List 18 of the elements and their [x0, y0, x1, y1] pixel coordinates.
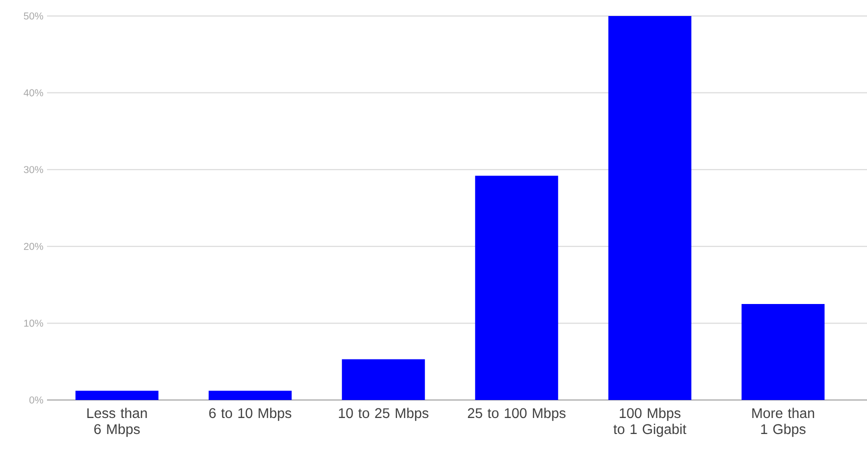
- y-tick-label: 40%: [24, 89, 44, 96]
- bar: [342, 359, 425, 400]
- bar: [475, 176, 558, 400]
- bar: [75, 390, 158, 400]
- x-tick-label: Less than 6 Mbps: [87, 408, 147, 437]
- x-tick-label: More than 1 Gbps: [752, 408, 814, 437]
- y-tick-label: 20%: [24, 242, 44, 250]
- x-tick-label: 25 to 100 Mbps: [468, 408, 566, 421]
- x-tick-label: 10 to 25 Mbps: [338, 408, 428, 421]
- bar: [742, 304, 825, 400]
- y-tick-label: 30%: [24, 166, 44, 174]
- y-tick-label: 10%: [24, 320, 44, 327]
- x-tick-label: 6 to 10 Mbps: [209, 408, 292, 421]
- y-tick-label: 50%: [24, 12, 44, 20]
- y-tick-label: 0%: [29, 396, 44, 404]
- x-tick-label: 100 Mbps to 1 Gigabit: [613, 408, 686, 437]
- bar: [208, 390, 292, 400]
- bar: [608, 16, 692, 400]
